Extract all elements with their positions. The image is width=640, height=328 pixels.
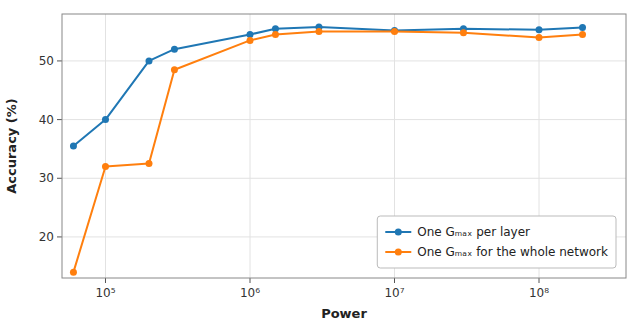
series-point <box>579 24 586 31</box>
x-tick-label: 10⁷ <box>384 286 404 300</box>
series-point <box>102 163 109 170</box>
y-grid-line <box>62 178 626 179</box>
plot-background <box>62 14 626 278</box>
x-tick-label: 10⁵ <box>95 286 115 300</box>
x-axis-label: Power <box>321 306 367 321</box>
series-point <box>171 66 178 73</box>
series-point <box>391 28 398 35</box>
y-axis-label: Accuracy (%) <box>4 98 19 194</box>
x-grid-line <box>250 14 251 278</box>
plot-frame <box>62 14 626 278</box>
y-tick <box>57 119 62 120</box>
y-tick <box>57 178 62 179</box>
series-point <box>145 57 152 64</box>
series-point <box>171 46 178 53</box>
legend-marker <box>395 229 402 236</box>
page: {"chart_data": {"type": "line", "x": [60… <box>0 0 640 328</box>
y-tick-label: 50 <box>39 54 54 68</box>
series <box>70 23 586 149</box>
y-tick <box>57 60 62 61</box>
x-tick <box>394 278 395 283</box>
series-line <box>73 27 582 146</box>
chart: 10⁵ 10⁶ 10⁷ 10⁸ 20 30 40 50 Power Accuracy (%) One… <box>0 0 640 328</box>
x-grid-line <box>105 14 106 278</box>
y-tick-label: 30 <box>39 171 54 185</box>
data <box>70 23 586 275</box>
legend: One Gₘₐₓ per layer One Gₘₐₓ for the whole… <box>377 216 616 268</box>
series-line <box>73 32 582 273</box>
series <box>70 28 586 276</box>
x-tick-label: 10⁶ <box>240 286 260 300</box>
series-point <box>145 160 152 167</box>
x-tick-label: 10⁸ <box>529 286 549 300</box>
series-point <box>247 37 254 44</box>
x-tick <box>539 278 540 283</box>
grid <box>62 14 626 278</box>
y-tick-label: 20 <box>39 230 54 244</box>
x-tick <box>250 278 251 283</box>
axes: 10⁵ 10⁶ 10⁷ 10⁸ 20 30 40 50 <box>39 14 626 300</box>
legend-label: One Gₘₐₓ per layer <box>417 225 530 239</box>
series-point <box>102 116 109 123</box>
series-point <box>579 31 586 38</box>
legend-label: One Gₘₐₓ for the whole network <box>417 245 608 259</box>
y-grid-line <box>62 119 626 120</box>
series-point <box>272 31 279 38</box>
chart-container: 10⁵ 10⁶ 10⁷ 10⁸ 20 30 40 50 Power Accuracy (%) One… <box>0 0 640 328</box>
series-point <box>536 26 543 33</box>
y-tick <box>57 236 62 237</box>
x-tick <box>105 278 106 283</box>
series-point <box>536 34 543 41</box>
series-point <box>70 269 77 276</box>
legend-marker <box>395 249 402 256</box>
series-point <box>70 143 77 150</box>
legend-box <box>377 216 616 268</box>
series-point <box>315 28 322 35</box>
series-point <box>460 29 467 36</box>
y-tick-label: 40 <box>39 113 54 127</box>
